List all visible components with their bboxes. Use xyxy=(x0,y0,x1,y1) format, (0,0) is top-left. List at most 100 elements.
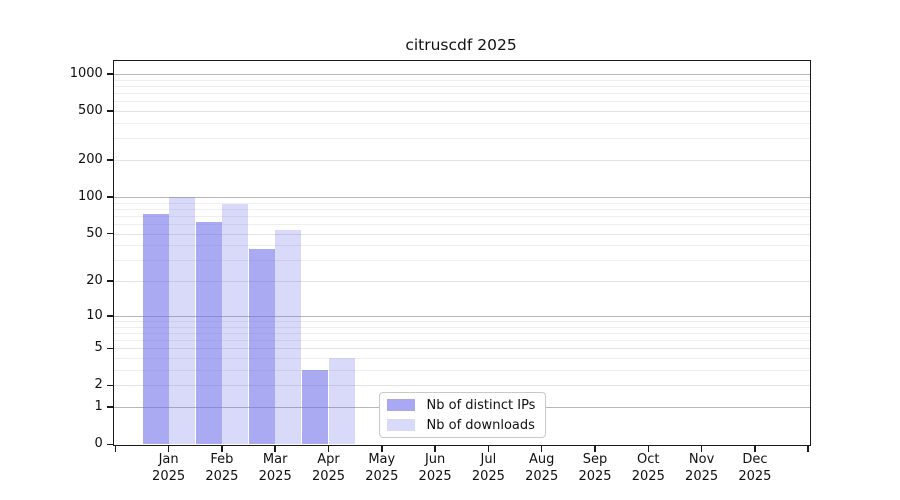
x-tick-label-year: 2025 xyxy=(258,469,292,485)
y-tick xyxy=(106,159,113,161)
y-tick xyxy=(106,406,113,408)
y-tick xyxy=(106,384,113,387)
gridline-minor xyxy=(112,93,811,95)
gridline-minor xyxy=(112,101,811,103)
x-tick xyxy=(594,445,596,452)
y-tick-label: 1000 xyxy=(69,66,103,82)
y-tick xyxy=(106,196,113,198)
x-tick-label-month: Aug xyxy=(528,452,555,468)
gridline-major xyxy=(112,74,811,76)
legend-entry-distinct-ips: Nb of distinct IPs xyxy=(380,397,545,414)
gridline-minor xyxy=(112,208,811,210)
y-tick-label: 500 xyxy=(77,103,103,119)
gridline-minor xyxy=(112,223,811,225)
x-tick-label-year: 2025 xyxy=(418,469,452,485)
y-tick-label: 1 xyxy=(94,399,103,415)
gridline-minor xyxy=(112,320,811,322)
gridline-labeled xyxy=(112,111,811,113)
x-tick-label-year: 2025 xyxy=(365,469,399,485)
legend-label-downloads: Nb of downloads xyxy=(426,417,535,433)
gridline-labeled xyxy=(112,348,811,350)
gridline-minor xyxy=(112,79,811,81)
x-tick xyxy=(221,445,223,452)
legend: Nb of distinct IPs Nb of downloads xyxy=(378,392,546,438)
x-tick-label-year: 2025 xyxy=(738,469,772,485)
legend-entry-downloads: Nb of downloads xyxy=(380,417,545,434)
x-tick xyxy=(754,445,756,452)
x-tick-label-month: Dec xyxy=(742,452,768,468)
bar-distinct-ips-feb xyxy=(195,222,222,445)
gridline-minor xyxy=(112,202,811,204)
y-tick-label: 5 xyxy=(94,340,103,356)
gridline-minor xyxy=(112,138,811,140)
x-tick xyxy=(381,445,383,452)
x-tick-label-month: Nov xyxy=(688,452,715,468)
bar-downloads-mar xyxy=(275,229,302,445)
y-tick-label: 2 xyxy=(94,377,103,393)
gridline-labeled xyxy=(112,160,811,162)
x-tick-label-month: Jan xyxy=(158,452,179,468)
x-tick-label-month: Oct xyxy=(637,452,660,468)
y-tick xyxy=(106,110,113,112)
y-tick xyxy=(106,232,113,235)
x-tick-label-year: 2025 xyxy=(578,469,612,485)
bar-downloads-jan xyxy=(168,196,195,445)
y-tick xyxy=(106,315,113,317)
y-tick-label: 200 xyxy=(77,152,103,168)
x-tick-label-month: Jul xyxy=(480,452,497,468)
y-tick xyxy=(106,280,113,282)
gridline-major xyxy=(112,315,811,317)
x-tick-label-month: May xyxy=(368,452,396,468)
x-tick-label-month: Jun xyxy=(424,452,446,468)
y-tick-label: 100 xyxy=(77,188,103,204)
x-tick xyxy=(647,445,650,452)
y-tick xyxy=(106,347,113,350)
x-tick-label-year: 2025 xyxy=(152,469,186,485)
bar-downloads-apr xyxy=(328,358,355,445)
gridline-labeled xyxy=(112,281,811,283)
x-tick-label-year: 2025 xyxy=(631,469,665,485)
y-tick-label: 20 xyxy=(86,273,103,289)
gridline-major xyxy=(112,196,811,198)
x-tick xyxy=(434,445,436,452)
legend-swatch-distinct-ips xyxy=(386,399,415,411)
x-tick xyxy=(114,445,117,452)
x-tick xyxy=(327,445,330,452)
gridline-minor xyxy=(112,370,811,371)
gridline-labeled xyxy=(112,233,811,235)
legend-swatch-downloads xyxy=(386,419,415,431)
y-tick-label: 0 xyxy=(94,436,103,452)
bar-distinct-ips-jan xyxy=(142,214,169,445)
x-tick xyxy=(274,445,276,452)
y-tick xyxy=(106,73,113,75)
gridline-minor xyxy=(112,260,811,262)
gridline-minor xyxy=(112,123,811,125)
y-tick-label: 10 xyxy=(86,307,103,323)
bar-distinct-ips-mar xyxy=(249,249,276,445)
x-tick xyxy=(487,445,490,452)
x-tick-label-year: 2025 xyxy=(525,469,559,485)
x-tick-label-year: 2025 xyxy=(205,469,239,485)
gridline-minor xyxy=(112,340,811,341)
x-tick-label-month: Apr xyxy=(317,452,340,468)
chart-title: citruscdf 2025 xyxy=(405,36,517,54)
bar-downloads-feb xyxy=(221,203,248,445)
gridline-labeled xyxy=(112,385,811,387)
x-tick-label-month: Sep xyxy=(582,452,608,468)
y-tick-label: 50 xyxy=(86,225,103,241)
x-tick-label-month: Mar xyxy=(262,452,288,468)
x-tick-label-month: Feb xyxy=(210,452,234,468)
gridline-minor xyxy=(112,245,811,247)
gridline-minor xyxy=(112,358,811,360)
x-tick xyxy=(167,445,170,452)
y-tick xyxy=(106,443,113,446)
gridline-minor xyxy=(112,332,811,334)
x-tick-label-year: 2025 xyxy=(471,469,505,485)
x-tick xyxy=(700,445,703,452)
x-tick-label-year: 2025 xyxy=(685,469,719,485)
x-tick xyxy=(540,445,543,452)
x-tick xyxy=(807,445,809,452)
gridline-minor xyxy=(112,85,811,87)
gridline-minor xyxy=(112,215,811,217)
